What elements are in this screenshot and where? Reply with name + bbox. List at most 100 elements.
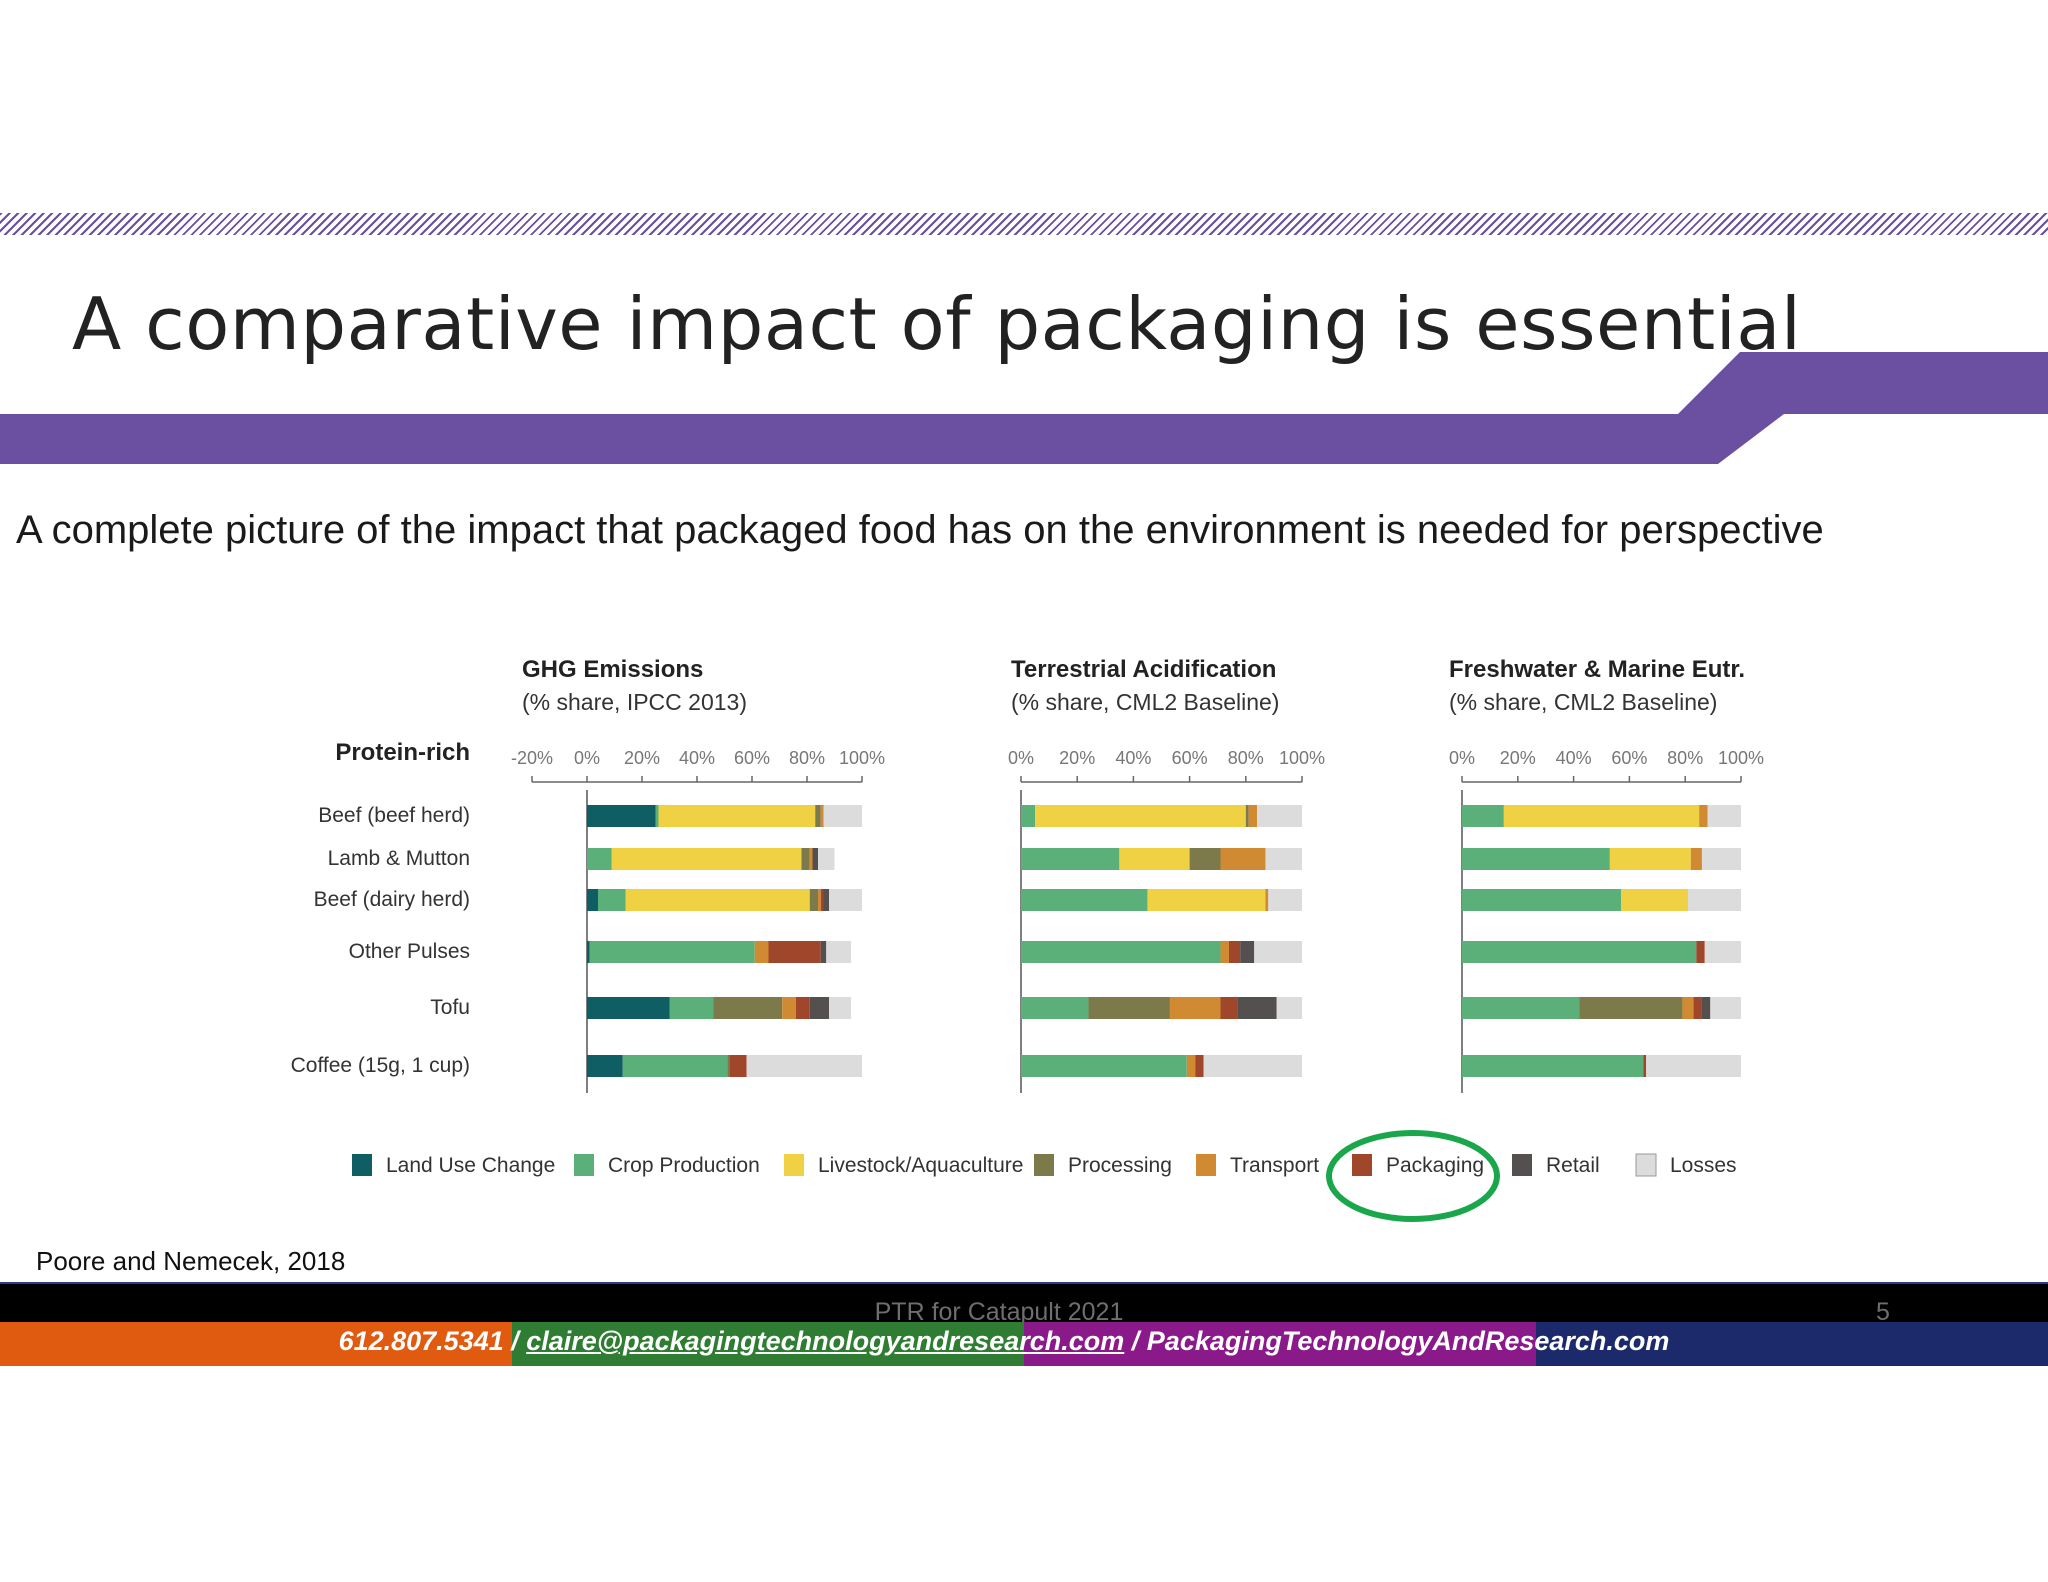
contact-bar — [0, 1322, 2048, 1366]
category-label: Tofu — [430, 996, 470, 1019]
bar-segment — [1609, 848, 1691, 870]
bar-segment — [587, 848, 612, 870]
bar-segment — [818, 889, 821, 911]
bar-segment — [1462, 997, 1580, 1019]
x-tick-label: 60% — [1172, 748, 1208, 768]
bar-segment — [1503, 805, 1700, 827]
bar-segment — [809, 889, 818, 911]
contact-website-link[interactable]: PackagingTechnologyAndResearch.com — [1146, 1326, 1670, 1356]
legend-swatch — [1196, 1154, 1216, 1176]
legend-label: Retail — [1546, 1154, 1600, 1177]
bar-segment — [730, 1055, 747, 1077]
bar-segment — [1195, 1055, 1204, 1077]
bar-segment — [1021, 848, 1120, 870]
contact-bar-magenta — [1024, 1322, 1536, 1366]
x-tick-label: 80% — [789, 748, 825, 768]
legend-swatch — [1635, 1153, 1657, 1177]
bar-segment — [1707, 805, 1741, 827]
bar-segment — [829, 997, 851, 1019]
bar-segment — [829, 889, 862, 911]
bar-segment — [768, 941, 821, 963]
contact-bar-green — [512, 1322, 1024, 1366]
bar-segment — [796, 997, 810, 1019]
bar-segment — [1699, 805, 1708, 827]
bar-segment — [826, 941, 851, 963]
contact-info: 612.807.5341 / claire@packagingtechnolog… — [0, 1326, 2028, 1357]
bar-segment — [1257, 805, 1302, 827]
footer-bar — [0, 1282, 2048, 1324]
bar-segment — [727, 1055, 730, 1077]
bar-segment — [713, 997, 783, 1019]
contact-separator: / — [1124, 1326, 1147, 1356]
x-tick-label: 20% — [1500, 748, 1536, 768]
bar-segment — [587, 889, 598, 911]
bar-segment — [1248, 805, 1258, 827]
bar-segment — [1265, 889, 1269, 911]
legend-swatch — [1512, 1154, 1532, 1176]
bar-segment — [801, 848, 810, 870]
x-tick-label: 20% — [624, 748, 660, 768]
bar-segment — [1268, 889, 1302, 911]
bar-segment — [1245, 805, 1249, 827]
contact-email-link[interactable]: claire@packagingtechnologyandresearch.co… — [526, 1326, 1125, 1356]
x-tick-label: 80% — [1228, 748, 1264, 768]
bar-segment — [1696, 941, 1705, 963]
bar-segment — [782, 997, 796, 1019]
x-tick-label: 40% — [1115, 748, 1151, 768]
bar-segment — [1462, 1055, 1644, 1077]
bar-segment — [669, 997, 714, 1019]
bar-segment — [1265, 848, 1302, 870]
packaging-highlight-circle — [1326, 1130, 1500, 1222]
bar-segment — [820, 941, 827, 963]
bar-segment — [1254, 941, 1302, 963]
legend-label: Losses — [1670, 1154, 1737, 1177]
legend-swatch — [352, 1154, 372, 1176]
panel-subtitle: (% share, CML2 Baseline) — [1449, 689, 1717, 715]
category-label: Other Pulses — [349, 940, 470, 963]
bar-segment — [655, 805, 659, 827]
legend-swatch — [574, 1154, 594, 1176]
bar-segment — [1704, 941, 1741, 963]
bar-segment — [823, 889, 829, 911]
bar-segment — [823, 805, 862, 827]
bar-segment — [589, 941, 755, 963]
bar-segment — [820, 805, 824, 827]
stacked-bar-chart: Protein-rich Beef (beef herd) Lamb & Mutto… — [291, 656, 1764, 1222]
bar-segment — [622, 1055, 728, 1077]
x-tick-label: -20% — [511, 748, 553, 768]
accent-band-lower — [0, 414, 1784, 464]
x-tick-label: 40% — [1556, 748, 1592, 768]
bar-segment — [818, 848, 835, 870]
contact-bar-navy — [1536, 1322, 2048, 1366]
category-label: Coffee (15g, 1 cup) — [291, 1054, 470, 1077]
x-tick-label: 80% — [1667, 748, 1703, 768]
bar-segment — [1621, 889, 1688, 911]
slide-subtitle: A complete picture of the impact that pa… — [16, 508, 1824, 552]
bar-segment — [587, 941, 590, 963]
panel-subtitle: (% share, CML2 Baseline) — [1011, 689, 1279, 715]
panel-title: GHG Emissions — [522, 656, 703, 683]
bar-segment — [1021, 941, 1221, 963]
group-label: Protein-rich — [335, 739, 470, 766]
x-tick-label: 60% — [1611, 748, 1647, 768]
legend-label: Land Use Change — [386, 1154, 555, 1177]
bar-segment — [812, 848, 818, 870]
x-tick-label: 100% — [1279, 748, 1325, 768]
bar-segment — [1189, 848, 1221, 870]
x-tick-label: 20% — [1059, 748, 1095, 768]
bar-segment — [625, 889, 810, 911]
bar-segment — [1710, 997, 1741, 1019]
slide-title: A comparative impact of packaging is ess… — [72, 282, 1802, 366]
bar-segment — [754, 941, 769, 963]
citation: Poore and Nemecek, 2018 — [36, 1246, 346, 1276]
bar-segment — [1462, 941, 1697, 963]
panel-title: Freshwater & Marine Eutr. — [1449, 656, 1745, 683]
bar-segment — [1237, 997, 1277, 1019]
x-tick-label: 0% — [1008, 748, 1034, 768]
bar-segment — [1646, 1055, 1741, 1077]
contact-bar-orange — [0, 1322, 512, 1366]
bar-segment — [1579, 997, 1683, 1019]
bar-segment — [815, 805, 821, 827]
bar-segment — [658, 805, 816, 827]
x-tick-label: 60% — [734, 748, 770, 768]
